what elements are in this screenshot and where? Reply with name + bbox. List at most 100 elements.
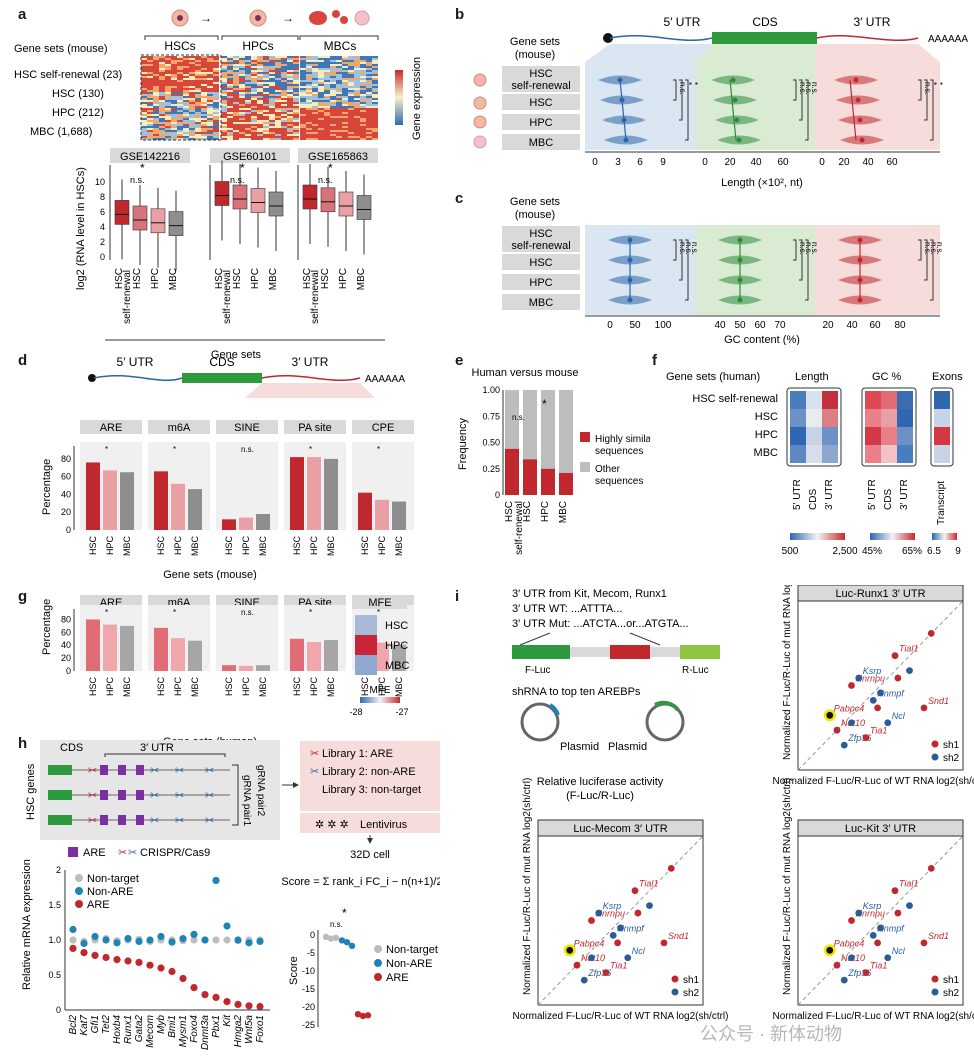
heatmap-cell [342, 134, 348, 136]
data-point [212, 876, 220, 885]
heatmap-cell [207, 62, 213, 64]
heatmap-cell [275, 98, 281, 100]
heatmap-cell [171, 130, 177, 132]
heatmap-cell [324, 110, 330, 112]
heatmap-cell [354, 64, 360, 66]
heatmap-cell [183, 78, 189, 80]
gene-label: Zfp36 [847, 968, 871, 978]
group-label: MBC [326, 536, 336, 557]
heatmap-cell [213, 82, 219, 84]
heatmap-cell [366, 128, 372, 130]
data-point [201, 936, 209, 944]
heatmap-cell [324, 68, 330, 70]
heatmap-cell [221, 60, 227, 62]
heatmap-cell [233, 58, 239, 60]
heatmap-cell [201, 62, 207, 64]
heatmap-cell [293, 70, 299, 72]
heatmap-cell [195, 114, 201, 116]
group-label: MBC [258, 677, 268, 698]
feature-header: MFE [368, 597, 391, 609]
gene-label: Pabpc4 [574, 938, 605, 948]
heatmap-cell [159, 98, 165, 100]
heatmap-cell [141, 96, 147, 98]
group-label: HPC [173, 677, 183, 697]
heatmap-cell [177, 72, 183, 74]
heatmap-cell [281, 138, 287, 140]
heatmap-cell [245, 78, 251, 80]
bar [222, 665, 236, 671]
bar-similar [505, 448, 519, 495]
heatmap-cell [195, 116, 201, 118]
sig-label: n.s. [935, 242, 944, 255]
heatmap-cell [330, 84, 336, 86]
heatmap-cell [207, 134, 213, 136]
row-label: MBC (1,688) [30, 126, 92, 138]
heatmap-cell [306, 120, 312, 122]
length-violins: n.s.** n.s.n.s.n.s. n.s.** [598, 75, 944, 145]
heatmap-cell [251, 72, 257, 74]
heatmap-cell [287, 56, 293, 58]
heatmap-cell [153, 78, 159, 80]
heatmap-cell [300, 120, 306, 122]
heatmap-cell [312, 88, 318, 90]
heatmap-cell [183, 76, 189, 78]
ns-label: n.s. [130, 175, 145, 185]
heatmap-cell [213, 112, 219, 114]
tick-label: 0 [592, 157, 598, 168]
sig-label: * [105, 445, 108, 454]
heatmap-cell [318, 106, 324, 108]
heatmap-cell [201, 68, 207, 70]
heatmap-cell [354, 112, 360, 114]
heatmap-cell [312, 60, 318, 62]
heatmap-cell [342, 102, 348, 104]
heatmap-cell [269, 120, 275, 122]
heatmap-cell [306, 98, 312, 100]
heatmap-cell [366, 122, 372, 124]
heatmap-cell [300, 132, 306, 134]
heatmap-cell [360, 68, 366, 70]
heatmap-cell [348, 100, 354, 102]
heatmap-cell [171, 104, 177, 106]
legend-label: sequences [595, 446, 643, 457]
heatmap-cell [159, 110, 165, 112]
heatmap-cell [257, 106, 263, 108]
heatmap-cell [207, 78, 213, 80]
heatmap-cell [293, 82, 299, 84]
heatmap-cell [263, 106, 269, 108]
heatmap-cell [207, 64, 213, 66]
heatmap-cell [336, 110, 342, 112]
heatmap-cell [245, 76, 251, 78]
heatmap-cell [189, 74, 195, 76]
heatmap-cell [189, 132, 195, 134]
heatmap-cell [348, 68, 354, 70]
data-point [855, 909, 863, 917]
heatmap-cell [201, 126, 207, 128]
heatmap-cell [153, 66, 159, 68]
heatmap-cell [251, 128, 257, 130]
heatmap-cell [239, 108, 245, 110]
row-label: self-renewal [511, 240, 570, 252]
heatmap-cell [227, 88, 233, 90]
heatmap-cell [233, 74, 239, 76]
scissors-icon: ✂ [175, 790, 184, 802]
heatmap-cell [171, 96, 177, 98]
heatmap-cell [195, 72, 201, 74]
heatmap-cell [189, 94, 195, 96]
heatmap-cell [195, 130, 201, 132]
data-point [634, 909, 642, 917]
data-point [894, 909, 902, 917]
data-point [833, 726, 841, 734]
heatmap-cell [221, 104, 227, 106]
heatmap-cell [171, 72, 177, 74]
heatmap-cell [171, 118, 177, 120]
heatmap-cell [354, 100, 360, 102]
heatmap-cell [306, 76, 312, 78]
heatmap-cell [330, 86, 336, 88]
heatmap-cell [318, 62, 324, 64]
heatmap-cell [360, 82, 366, 84]
heatmap-cell [207, 72, 213, 74]
heatmap-cell [195, 118, 201, 120]
heatmap-cell [324, 86, 330, 88]
heatmap-cell [281, 118, 287, 120]
